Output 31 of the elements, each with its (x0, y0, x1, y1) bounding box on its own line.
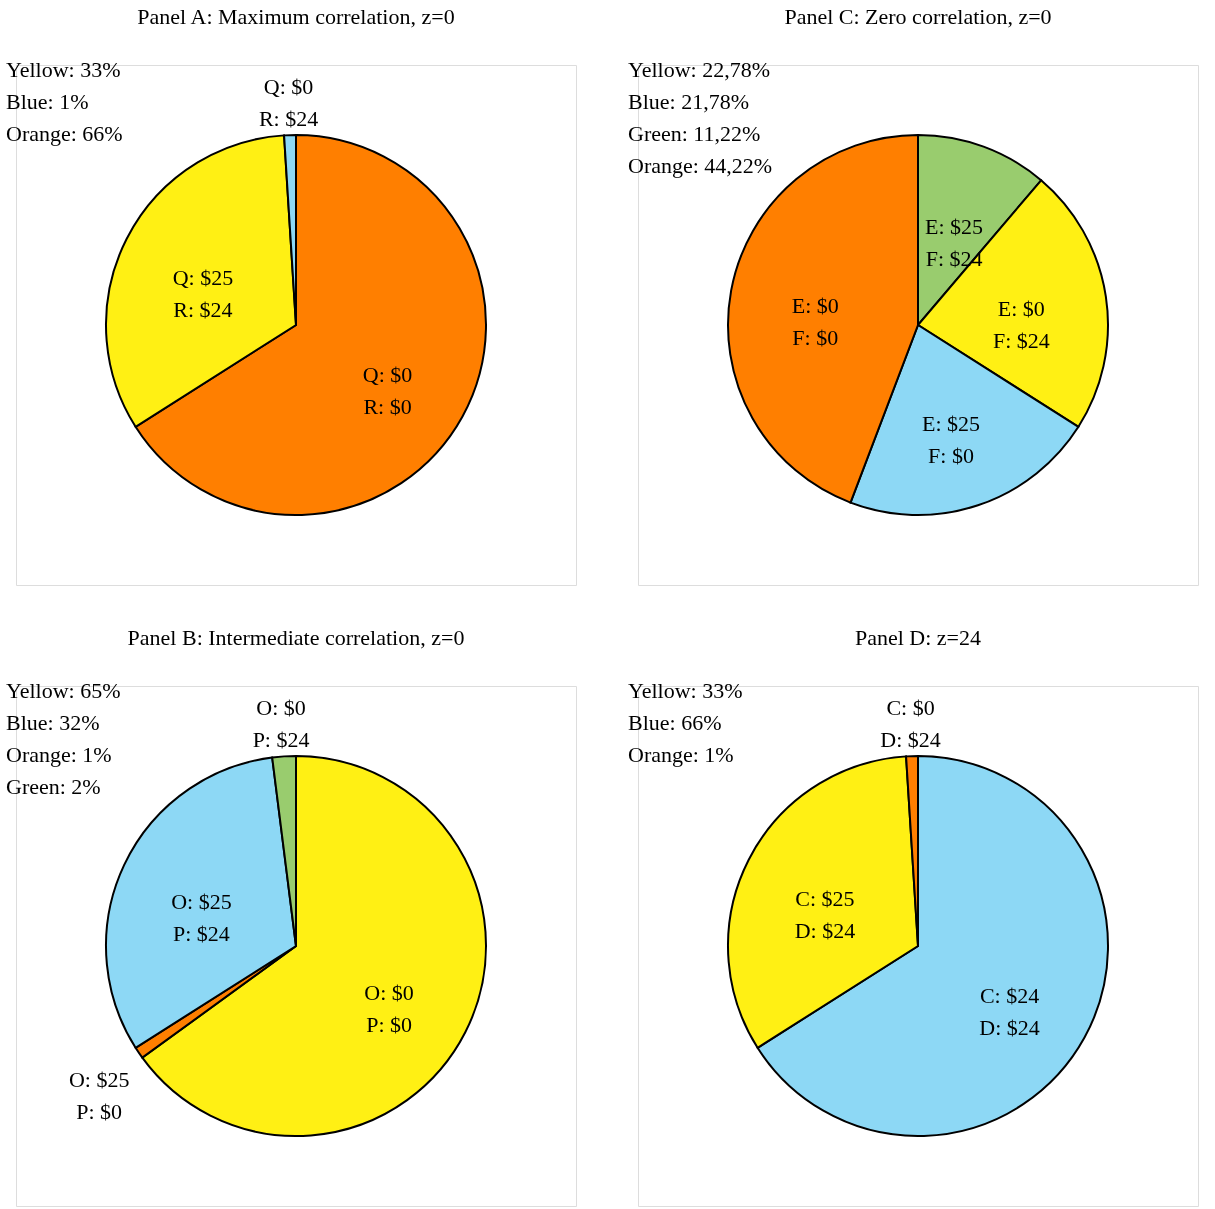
data-label: Q: $0 R: $0 (362, 362, 413, 420)
data-label: C: $0 D: $24 (880, 695, 941, 753)
text: Orange: 1% (628, 742, 734, 767)
chart-title: Panel C: Zero correlation, z=0 (784, 4, 1052, 29)
text: Green: 2% (6, 774, 101, 799)
text: Yellow: 65% (6, 678, 121, 703)
text: Blue: 32% (6, 710, 100, 735)
data-label: E: $25 F: $0 (921, 411, 981, 469)
data-label: Q: $0 R: $24 (258, 74, 319, 132)
data-label: Q: $25 R: $24 (172, 264, 234, 322)
chart-title: Panel D: z=24 (854, 625, 982, 650)
text: Yellow: 33% (6, 57, 121, 82)
text: Orange: 44,22% (628, 153, 773, 178)
data-label: C: $24 D: $24 (979, 983, 1040, 1041)
data-label: E: $0 F: $24 (992, 296, 1050, 354)
text: Yellow: 33% (628, 678, 743, 703)
text: Yellow: 22,78% (628, 57, 771, 82)
chart-title: Panel B: Intermediate correlation, z=0 (127, 625, 465, 650)
text: Orange: 66% (6, 121, 123, 146)
data-label: O: $0 P: $0 (364, 980, 414, 1038)
text: Blue: 21,78% (628, 89, 749, 114)
data-label: E: $0 F: $0 (791, 293, 839, 351)
data-label: O: $25 P: $24 (171, 888, 232, 946)
data-label: O: $25 P: $0 (68, 1066, 130, 1124)
text: Orange: 1% (6, 742, 112, 767)
text: Blue: 1% (6, 89, 89, 114)
text: Blue: 66% (628, 710, 722, 735)
text: Green: 11,22% (628, 121, 761, 146)
data-label: C: $25 D: $24 (794, 885, 856, 943)
chart-title: Panel A: Maximum correlation, z=0 (137, 4, 455, 29)
data-label: O: $0 P: $24 (252, 695, 310, 753)
